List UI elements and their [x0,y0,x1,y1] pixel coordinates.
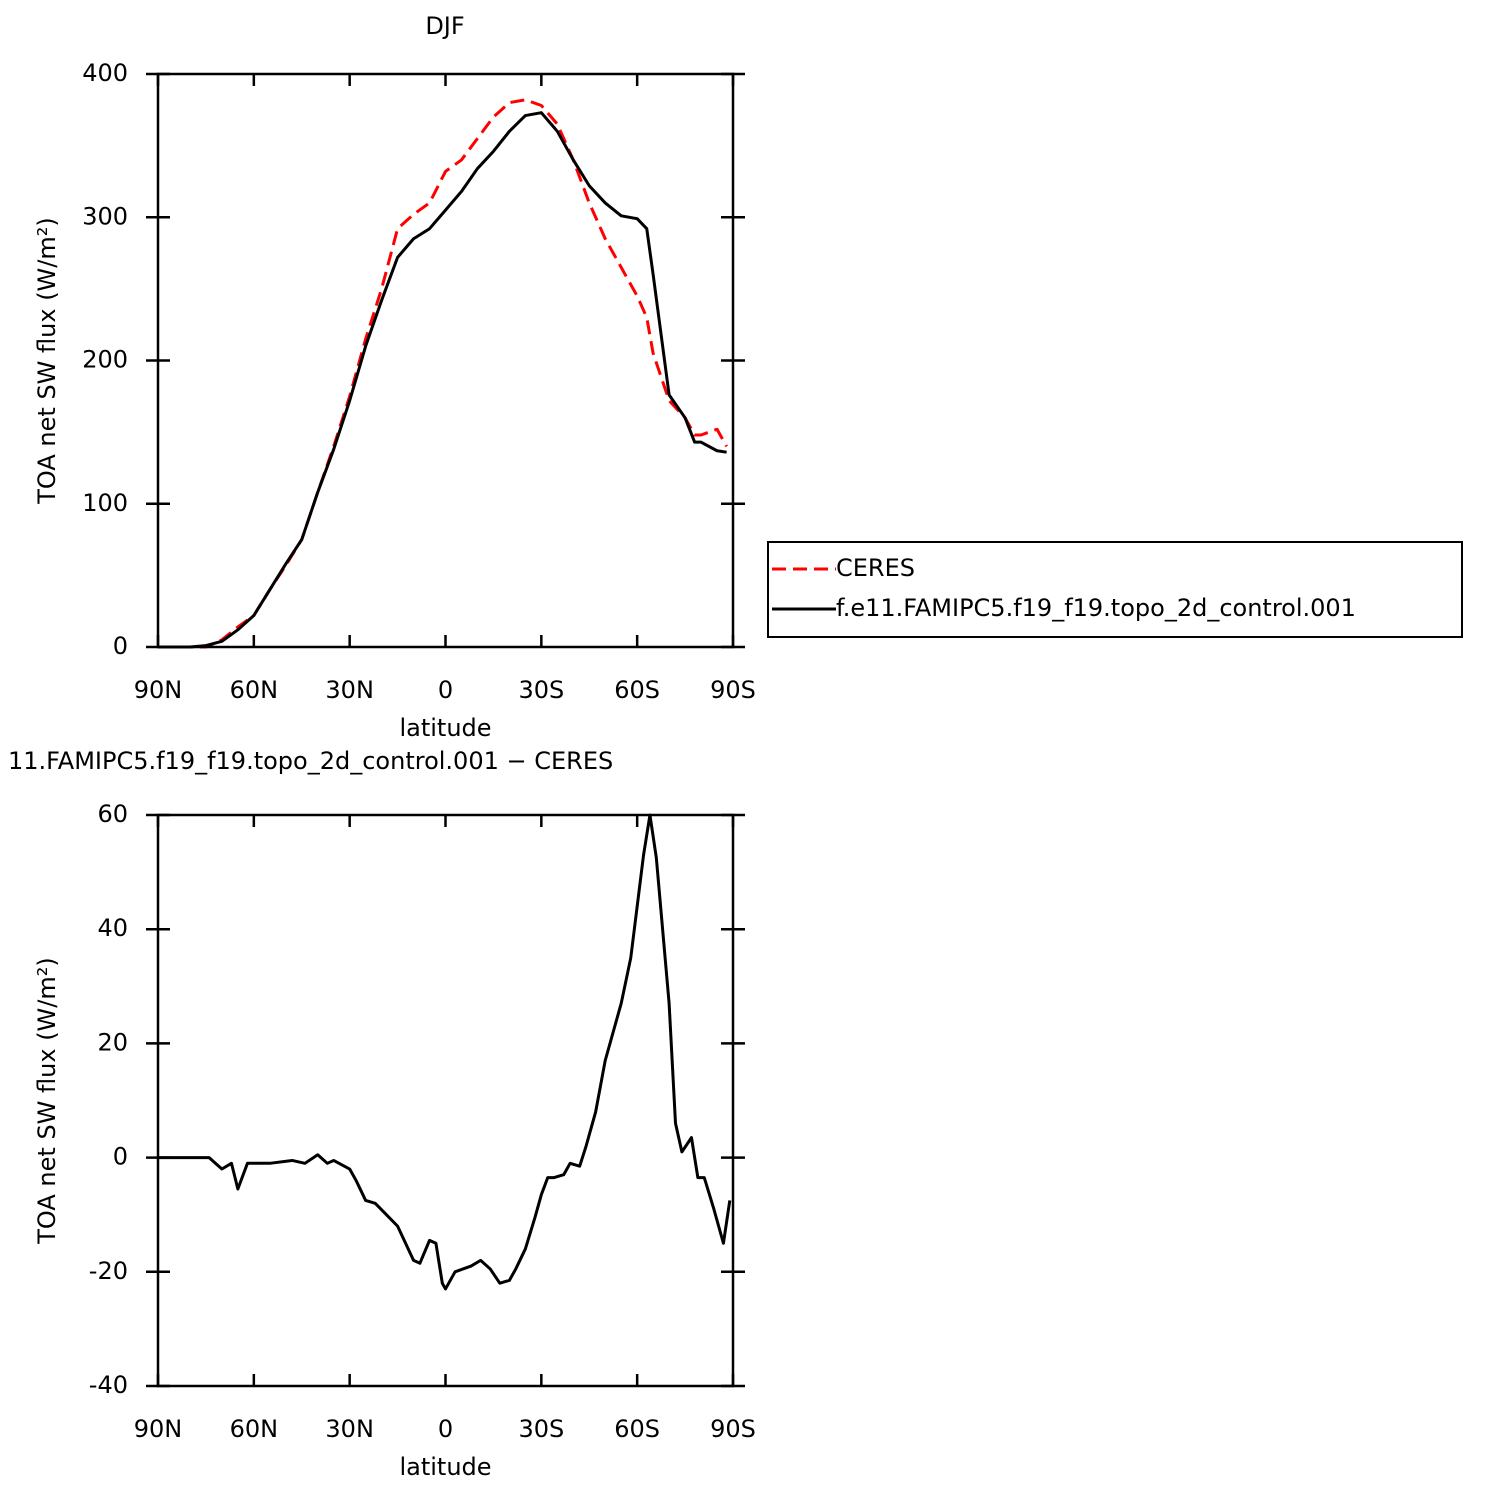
legend-label: f.e11.FAMIPC5.f19_f19.topo_2d_control.00… [836,594,1356,622]
x-axis-label: latitude [399,1453,491,1481]
x-tick-label: 30N [325,676,374,704]
x-axis-label: latitude [399,714,491,742]
y-tick-label: -40 [89,1371,128,1399]
chart-title: 11.FAMIPC5.f19_f19.topo_2d_control.001 −… [8,747,613,775]
y-tick-label: 0 [113,632,128,660]
y-tick-label: 40 [97,914,128,942]
data-line [158,111,727,649]
x-tick-label: 0 [438,676,453,704]
plot-frame [156,72,735,649]
data-line [158,98,728,649]
legend-box [767,541,1463,638]
y-tick-label: 100 [82,489,128,517]
x-tick-label: 60N [230,1415,279,1443]
y-tick-label: -20 [89,1257,128,1285]
chart-title: DJF [425,12,464,40]
x-tick-label: 90N [134,676,183,704]
x-tick-label: 90S [710,1415,756,1443]
x-tick-label: 60S [614,676,660,704]
y-tick-label: 300 [82,202,128,230]
y-tick-label: 200 [82,346,128,374]
x-tick-label: 0 [438,1415,453,1443]
x-tick-label: 90S [710,676,756,704]
data-line [158,813,732,1291]
y-tick-label: 20 [97,1028,128,1056]
x-tick-label: 60S [614,1415,660,1443]
x-tick-label: 60N [230,676,279,704]
plot-frame [156,813,735,1388]
legend-label: CERES [836,554,915,582]
x-tick-label: 30S [518,676,564,704]
y-tick-label: 0 [113,1143,128,1171]
y-axis-label: TOA net SW flux (W/m²) [33,957,61,1245]
y-tick-label: 60 [97,800,128,828]
y-axis-label: TOA net SW flux (W/m²) [33,217,61,505]
y-tick-label: 400 [82,59,128,87]
x-tick-label: 30N [325,1415,374,1443]
x-tick-label: 90N [134,1415,183,1443]
x-tick-label: 30S [518,1415,564,1443]
